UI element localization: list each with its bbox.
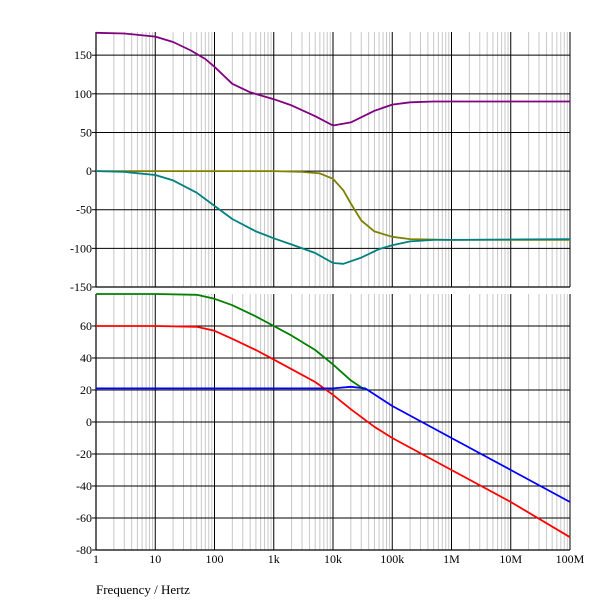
bottom-series-line-1 <box>96 293 366 391</box>
bottom-x-tick-label: 10k <box>324 552 342 566</box>
bottom-y-tick-label: -60 <box>76 511 92 525</box>
bottom-x-tick-label: 100M <box>556 552 585 566</box>
bottom-y-tick-label: 20 <box>80 383 92 397</box>
top-y-tick-label: -50 <box>76 203 92 217</box>
top-y-tick-label: 100 <box>74 87 92 101</box>
bottom-x-tick-label: 10 <box>149 552 161 566</box>
top-series-line-1 <box>95 31 570 127</box>
bottom-y-tick-label: -80 <box>76 543 92 557</box>
top-y-tick-label: -100 <box>70 241 92 255</box>
top-y-tick-label: 150 <box>74 48 92 62</box>
top-panel: 150 100 50 0 -50 -100 -150 <box>70 31 571 294</box>
top-y-tick-label: -150 <box>70 280 92 294</box>
bottom-y-tick-label: -40 <box>76 479 92 493</box>
bottom-y-tick-label: 0 <box>86 415 92 429</box>
bottom-x-tick-label: 1 <box>93 552 99 566</box>
bottom-y-tick-label: -20 <box>76 447 92 461</box>
bottom-y-tick-label: 40 <box>80 351 92 365</box>
bottom-x-tick-label: 10M <box>499 552 522 566</box>
x-axis-label: Frequency / Hertz <box>96 582 190 597</box>
bottom-panel: 60 40 20 0 -20 -40 -60 -801 10 100 1k 10k 100k 1M 10M 1… <box>76 293 585 566</box>
bottom-series-line-2 <box>96 325 571 538</box>
top-y-tick-label: 50 <box>80 125 92 139</box>
bottom-x-tick-label: 1M <box>443 552 460 566</box>
bottom-x-tick-label: 100k <box>380 552 404 566</box>
bottom-x-tick-label: 100 <box>206 552 224 566</box>
top-series-line-3 <box>95 170 571 265</box>
top-series-line-2 <box>96 170 570 241</box>
bottom-x-tick-label: 1k <box>268 552 280 566</box>
top-y-tick-label: 0 <box>86 164 92 178</box>
bottom-series-line-3 <box>96 385 571 503</box>
bottom-y-tick-label: 60 <box>80 319 92 333</box>
